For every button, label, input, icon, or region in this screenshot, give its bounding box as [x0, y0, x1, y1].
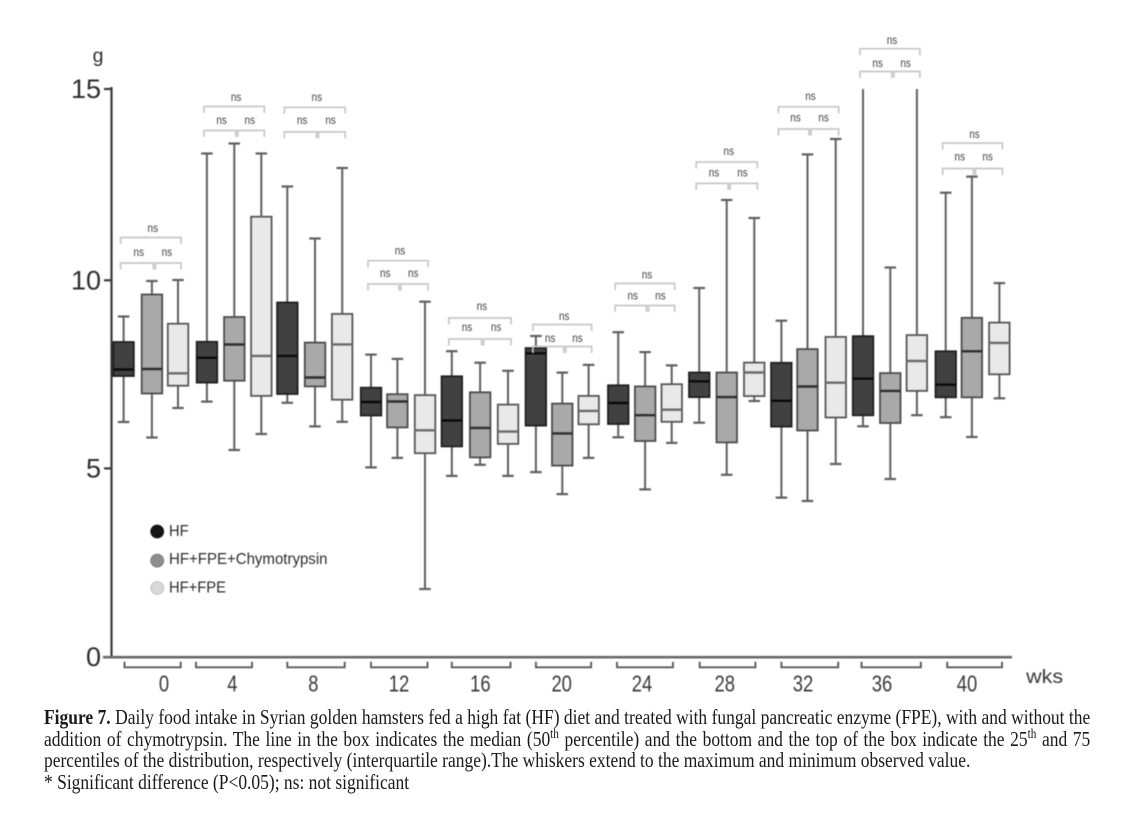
- svg-text:8: 8: [308, 671, 318, 697]
- svg-text:ns: ns: [245, 113, 256, 127]
- svg-text:ns: ns: [231, 90, 242, 104]
- svg-text:20: 20: [551, 671, 572, 697]
- svg-text:ns: ns: [216, 113, 227, 127]
- svg-text:ns: ns: [805, 89, 816, 103]
- svg-text:5: 5: [86, 453, 101, 483]
- svg-text:ns: ns: [395, 243, 406, 257]
- svg-text:ns: ns: [148, 221, 159, 235]
- svg-text:ns: ns: [900, 56, 911, 70]
- svg-text:32: 32: [793, 671, 814, 697]
- svg-text:ns: ns: [887, 33, 898, 47]
- svg-text:ns: ns: [627, 288, 638, 302]
- svg-text:ns: ns: [737, 166, 748, 180]
- svg-text:10: 10: [71, 265, 101, 295]
- svg-text:ns: ns: [325, 113, 336, 127]
- svg-text:HF+FPE+Chymotrypsin: HF+FPE+Chymotrypsin: [169, 551, 328, 568]
- svg-text:ns: ns: [969, 127, 980, 141]
- svg-text:ns: ns: [545, 331, 556, 345]
- svg-text:ns: ns: [642, 267, 653, 281]
- svg-text:ns: ns: [818, 111, 829, 125]
- svg-text:15: 15: [71, 74, 101, 104]
- svg-text:16: 16: [470, 671, 491, 697]
- svg-text:HF: HF: [169, 523, 189, 540]
- svg-text:36: 36: [872, 671, 893, 697]
- svg-text:HF+FPE: HF+FPE: [169, 580, 226, 597]
- svg-text:ns: ns: [408, 266, 419, 280]
- svg-text:ns: ns: [572, 331, 583, 345]
- svg-text:4: 4: [227, 671, 237, 697]
- svg-text:ns: ns: [872, 56, 883, 70]
- svg-text:ns: ns: [559, 309, 570, 323]
- svg-text:ns: ns: [312, 90, 323, 104]
- svg-text:0: 0: [86, 642, 101, 672]
- svg-text:0: 0: [159, 671, 169, 697]
- svg-text:12: 12: [389, 671, 410, 697]
- svg-text:ns: ns: [162, 245, 173, 259]
- svg-text:ns: ns: [380, 266, 391, 280]
- svg-text:ns: ns: [655, 288, 666, 302]
- svg-text:ns: ns: [297, 113, 308, 127]
- svg-text:ns: ns: [790, 111, 801, 125]
- svg-text:wks: wks: [1025, 667, 1063, 688]
- svg-text:ns: ns: [134, 245, 145, 259]
- svg-text:g: g: [93, 45, 104, 67]
- svg-text:28: 28: [715, 671, 736, 697]
- svg-text:ns: ns: [491, 320, 502, 334]
- svg-text:ns: ns: [477, 299, 488, 313]
- svg-text:ns: ns: [709, 166, 720, 180]
- svg-text:ns: ns: [955, 149, 966, 163]
- svg-text:ns: ns: [724, 144, 735, 158]
- svg-text:40: 40: [957, 671, 978, 697]
- svg-text:ns: ns: [982, 149, 993, 163]
- svg-text:24: 24: [632, 671, 653, 697]
- svg-text:ns: ns: [462, 320, 473, 334]
